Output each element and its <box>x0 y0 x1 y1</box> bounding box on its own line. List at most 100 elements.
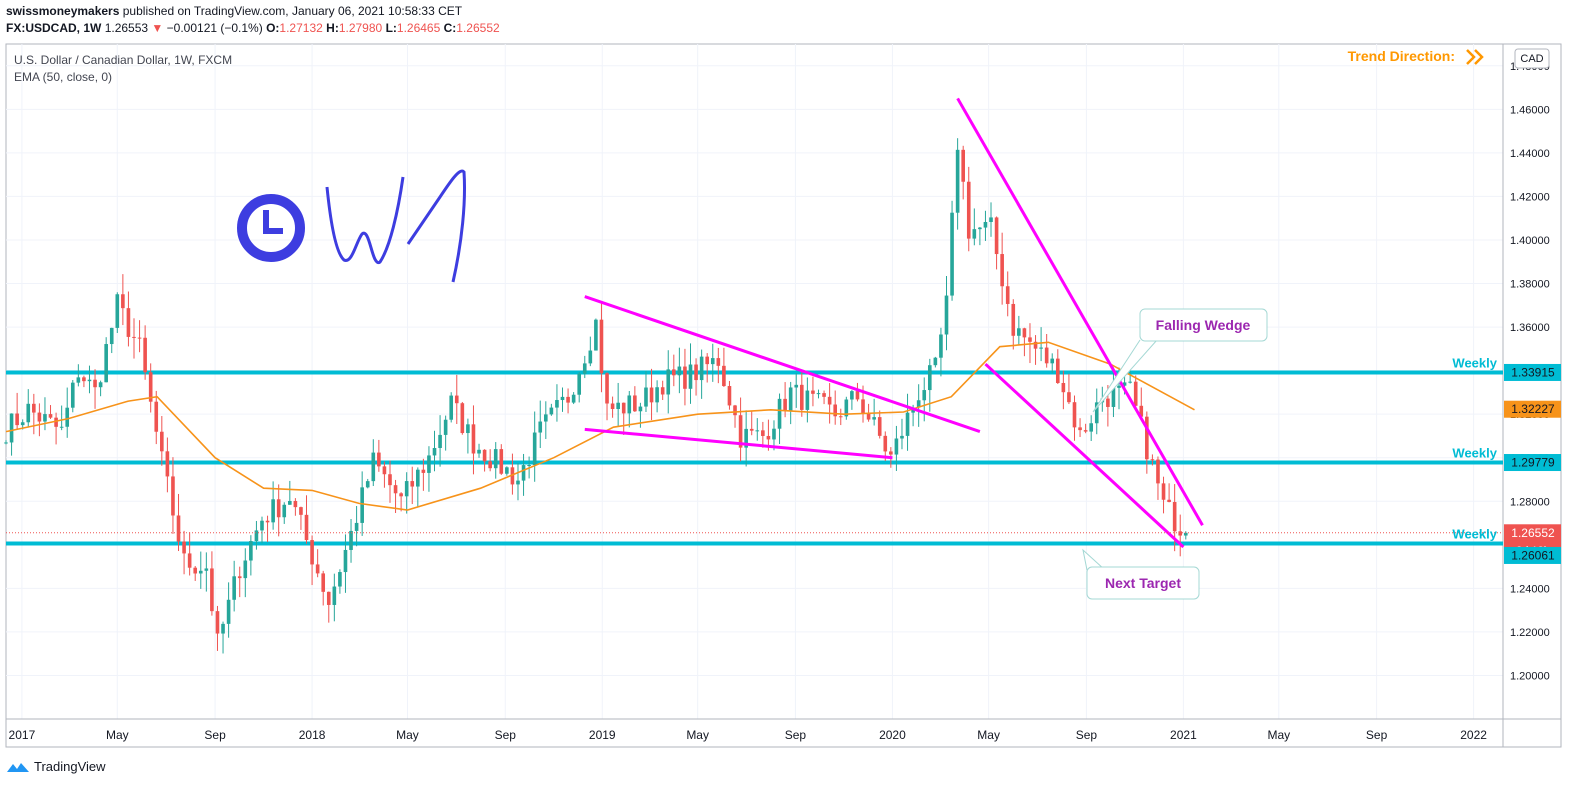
candles <box>4 138 1188 654</box>
currency-button[interactable] <box>1514 48 1550 69</box>
candle <box>1005 271 1010 317</box>
candle <box>48 405 53 419</box>
candle <box>872 398 876 426</box>
candle <box>226 582 231 638</box>
candle <box>538 400 543 449</box>
candle <box>855 382 860 402</box>
candle <box>505 466 509 476</box>
candle <box>449 392 454 423</box>
wedge-trendlines <box>584 97 1204 549</box>
price-tag-support: 1.29779 <box>1504 454 1561 472</box>
candle <box>616 382 620 427</box>
next-target-callout <box>1086 566 1200 600</box>
candle <box>154 390 159 445</box>
falling-wedge-callout <box>1139 308 1268 342</box>
candle <box>499 444 504 475</box>
candle <box>610 396 615 418</box>
candle <box>621 402 626 436</box>
candle <box>716 347 721 384</box>
candle <box>443 415 448 451</box>
published-text: published on TradingView.com, January 06… <box>122 4 463 18</box>
candle <box>955 138 960 230</box>
candle <box>493 442 498 479</box>
trend-direction-label: Trend Direction: <box>1348 48 1455 64</box>
close-value: 1.26552 <box>456 21 500 35</box>
candle <box>822 390 826 405</box>
candle <box>4 440 8 445</box>
time-tick-label: May <box>396 728 419 742</box>
time-tick-label: Sep <box>1366 728 1388 742</box>
candle <box>454 374 459 424</box>
candle <box>644 371 648 412</box>
candle <box>532 411 537 482</box>
footer-brand-text: TradingView <box>34 759 106 774</box>
candle <box>416 467 420 507</box>
candle <box>332 573 337 622</box>
candle <box>694 358 698 396</box>
weekly-label-support: Weekly <box>1452 446 1497 461</box>
chart-container[interactable]: 1.200001.220001.240001.260001.280001.300… <box>0 42 1588 752</box>
candle <box>649 368 654 421</box>
candle <box>82 375 86 388</box>
candle <box>705 353 710 383</box>
candle <box>666 350 671 414</box>
time-tick-label: Sep <box>204 728 226 742</box>
candle <box>93 369 97 409</box>
candle <box>727 380 732 410</box>
candle <box>1022 327 1027 357</box>
candle <box>933 356 938 368</box>
candle <box>916 384 921 427</box>
footer-branding[interactable]: TradingView <box>6 759 106 774</box>
next-target-callout-pointer <box>1082 548 1106 571</box>
low-value: 1.26465 <box>396 21 441 35</box>
candle <box>1150 454 1155 466</box>
high-label: H: <box>326 21 339 35</box>
time-tick-label: May <box>1267 728 1290 742</box>
price-tag-target-text: 1.26061 <box>1511 548 1555 562</box>
candle <box>299 506 303 530</box>
price-change: −0.00121 (−0.1%) <box>166 21 263 35</box>
time-tick-label: Sep <box>495 728 517 742</box>
grid-lines <box>6 44 1503 719</box>
candle <box>905 393 910 451</box>
candle <box>1167 483 1171 503</box>
candle <box>582 355 587 379</box>
falling-wedge-label: Falling Wedge <box>1156 317 1251 333</box>
price-tick-label: 1.24000 <box>1510 583 1550 595</box>
candle <box>249 535 253 576</box>
price-tag-resistance-text: 1.33915 <box>1511 365 1555 379</box>
candle <box>738 397 743 462</box>
currency-button-label[interactable]: CAD <box>1520 53 1543 65</box>
candle <box>404 472 409 514</box>
candle <box>1033 335 1038 365</box>
candle <box>1050 353 1055 374</box>
candle <box>427 446 431 492</box>
symbol-label: FX:USDCAD, 1W <box>6 21 102 35</box>
candle <box>549 403 554 416</box>
candle <box>187 532 192 576</box>
candle <box>850 389 854 410</box>
price-chart[interactable]: 1.200001.220001.240001.260001.280001.300… <box>0 42 1588 752</box>
candle <box>59 405 64 431</box>
candle <box>321 570 326 606</box>
candle <box>1039 327 1043 362</box>
price-tag-last-text: 1.26552 <box>1511 526 1555 540</box>
price-tag-ema-text: 1.32227 <box>1511 402 1555 416</box>
candle <box>894 425 899 471</box>
candle <box>326 591 331 623</box>
candle <box>488 449 492 472</box>
candle <box>838 408 843 426</box>
low-label: L: <box>385 21 397 35</box>
candle <box>265 515 270 542</box>
candle <box>98 380 103 397</box>
candle <box>811 376 815 407</box>
ema-line <box>5 341 1195 511</box>
candle <box>1078 418 1082 438</box>
candle <box>9 413 14 456</box>
candle <box>32 393 36 435</box>
candle <box>182 530 186 575</box>
price-tag-ema: 1.32227 <box>1504 400 1561 418</box>
candle <box>137 320 142 353</box>
publisher-name[interactable]: swissmoneymakers <box>6 4 120 18</box>
time-axis[interactable]: 2017 May Sep 2018 May Sep 2019 May Sep 2020 May Sep… <box>9 728 1488 742</box>
